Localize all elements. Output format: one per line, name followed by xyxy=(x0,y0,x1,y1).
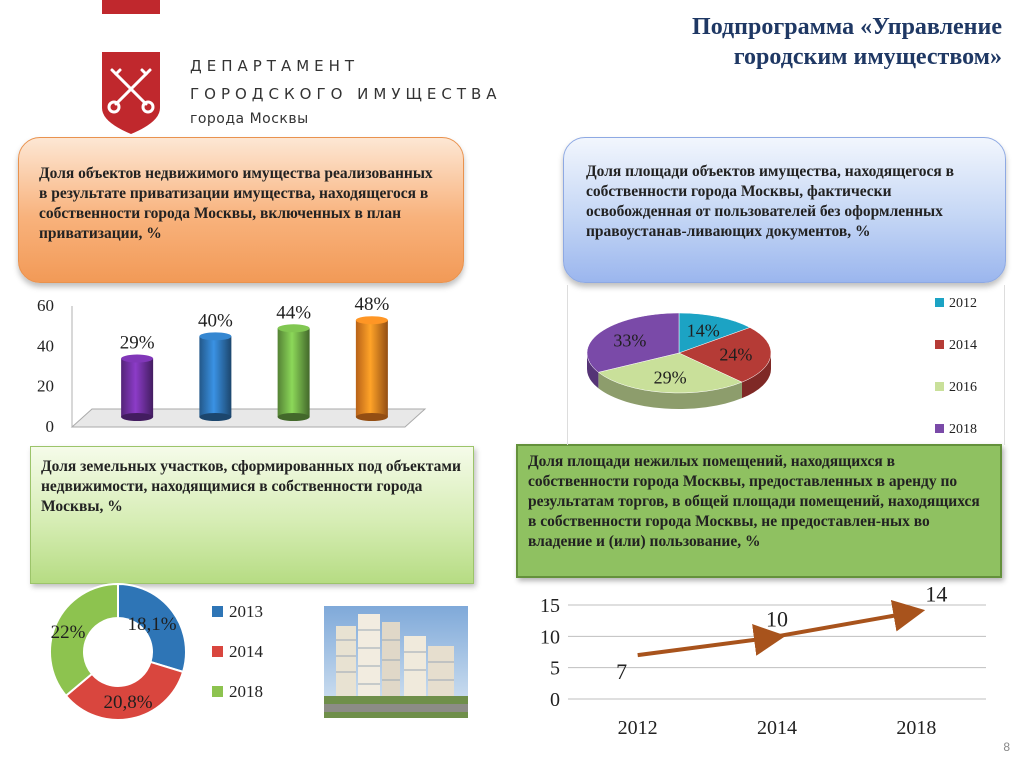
bar-chart-y-tick-label: 20 xyxy=(37,377,54,396)
pie-slice xyxy=(586,312,680,373)
line-segment xyxy=(776,599,926,639)
privatization-bar-chart: 0 20 40 60 29% 40% 44% 48% xyxy=(37,294,427,436)
pie-chart-frame xyxy=(567,285,1005,445)
bar-top xyxy=(121,354,154,363)
pie-slice-side xyxy=(741,353,771,399)
bar-base xyxy=(199,413,232,421)
line-chart-x-tick-label: 2014 xyxy=(757,717,797,739)
donut-data-label: 18,1% xyxy=(127,614,176,635)
freed-area-indicator-text: Доля площади объектов имущества, находящ… xyxy=(586,163,955,240)
pie-slice xyxy=(597,352,743,394)
bar xyxy=(121,358,154,417)
donut-data-label: 22% xyxy=(51,622,86,643)
pie-legend-label: 2012 xyxy=(949,296,977,311)
land-plots-indicator-text: Доля земельных участков, сформированных … xyxy=(41,458,461,515)
pie-legend-label: 2018 xyxy=(949,422,977,437)
bar xyxy=(199,336,232,417)
bar-top xyxy=(277,324,310,333)
donut-legend-label: 2018 xyxy=(229,682,263,701)
line-chart-x-tick-label: 2018 xyxy=(896,717,936,739)
department-logo-text: ДЕПАРТАМЕНТ ГОРОДСКОГО ИМУЩЕСТВА города … xyxy=(190,52,502,130)
donut-legend-swatch xyxy=(212,606,223,617)
rented-premises-indicator-box: Доля площади нежилых помещений, находящи… xyxy=(516,444,1002,578)
donut-segment xyxy=(49,582,119,698)
donut-legend-swatch xyxy=(212,646,223,657)
privatization-indicator-text: Доля объектов недвижимого имущества реал… xyxy=(39,165,433,242)
line-data-label: 14 xyxy=(925,586,947,606)
rented-premises-indicator-text: Доля площади нежилых помещений, находящи… xyxy=(528,453,980,550)
freed-area-pie-chart: 14% 24% 29% 33% 2012 2014 2016 2018 xyxy=(586,296,977,437)
department-logo-shield-icon xyxy=(102,52,160,134)
logo-line-2: ГОРОДСКОГО ИМУЩЕСТВА xyxy=(190,85,502,103)
line-data-label: 7 xyxy=(616,659,627,684)
pie-slice-side xyxy=(587,353,599,389)
donut-segment xyxy=(64,660,185,721)
line-data-label: 10 xyxy=(766,606,788,631)
page-title: Подпрограмма «Управление городским имуще… xyxy=(542,12,1002,72)
pie-data-label: 14% xyxy=(687,321,720,341)
bar xyxy=(277,328,310,417)
logo-line-3: города Москвы xyxy=(190,111,309,127)
line-segment xyxy=(637,624,786,658)
pie-data-label: 33% xyxy=(613,330,646,350)
donut-legend-swatch xyxy=(212,686,223,697)
donut-data-label: 20,8% xyxy=(103,692,152,713)
line-chart-y-tick-label: 15 xyxy=(540,595,560,617)
line-chart-x-tick-label: 2012 xyxy=(618,717,658,739)
title-line-1: Подпрограмма «Управление xyxy=(692,14,1002,40)
pie-legend-swatch xyxy=(935,298,944,307)
bar-base xyxy=(355,413,388,421)
bar-chart-y-tick-label: 60 xyxy=(37,296,54,315)
pie-legend-label: 2014 xyxy=(949,338,977,353)
land-plots-donut-chart: 18,1% 20,8% 22% 2013 2014 2018 xyxy=(49,582,264,721)
line-chart-y-tick-label: 5 xyxy=(550,658,560,680)
bar-top xyxy=(199,332,232,341)
privatization-indicator-box: Доля объектов недвижимого имущества реал… xyxy=(18,137,464,283)
pie-legend-swatch xyxy=(935,424,944,433)
line-chart-y-tick-label: 10 xyxy=(540,626,560,648)
bar-base xyxy=(277,413,310,421)
donut-legend-label: 2013 xyxy=(229,602,263,621)
donut-legend-label: 2014 xyxy=(229,642,264,661)
pie-data-label: 24% xyxy=(719,345,752,365)
bar-data-label: 48% xyxy=(354,294,389,315)
line-chart-y-tick-label: 0 xyxy=(550,689,560,711)
donut-segment xyxy=(117,582,187,674)
page-number: 8 xyxy=(1003,740,1010,754)
bar-chart-y-tick-label: 40 xyxy=(37,336,54,355)
top-accent-bar xyxy=(102,0,160,14)
bar-chart-floor xyxy=(70,408,427,428)
bar-data-label: 29% xyxy=(120,333,155,354)
bar xyxy=(355,320,388,417)
pie-slice xyxy=(678,312,751,354)
title-line-2: городским имуществом» xyxy=(733,44,1002,70)
bar-data-label: 40% xyxy=(198,310,233,331)
freed-area-indicator-box: Доля площади объектов имущества, находящ… xyxy=(563,137,1006,283)
rented-premises-line-chart: 0 5 10 15 7 10 14 2012 2014 2018 xyxy=(540,586,986,739)
land-plots-indicator-box: Доля земельных участков, сформированных … xyxy=(30,446,474,584)
pie-slice xyxy=(678,327,772,383)
pie-data-label: 29% xyxy=(654,367,687,387)
logo-line-1: ДЕПАРТАМЕНТ xyxy=(190,57,360,75)
bar-chart-y-tick-label: 0 xyxy=(46,417,55,436)
bar-top xyxy=(355,316,388,325)
bar-data-label: 44% xyxy=(276,302,311,323)
pie-legend-label: 2016 xyxy=(949,380,977,395)
pie-legend-swatch xyxy=(935,340,944,349)
pie-slice-side xyxy=(598,372,742,409)
buildings-photo xyxy=(318,600,474,724)
pie-legend-swatch xyxy=(935,382,944,391)
bar-base xyxy=(121,413,154,421)
